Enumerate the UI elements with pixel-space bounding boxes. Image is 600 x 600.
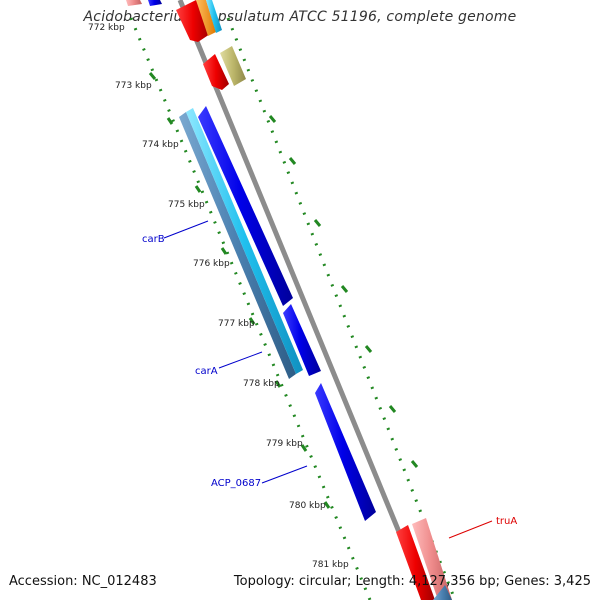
gene-pink-truA[interactable] [412,518,452,600]
scale-tick: 774 kbp [142,140,179,150]
gene-blue-top[interactable] [148,0,162,6]
gene-orange-top[interactable] [196,0,216,36]
genome-stats: Topology: circular; Length: 4,127,356 bp… [233,574,591,589]
gene-red-truA[interactable] [396,525,435,600]
gene-cyan-top[interactable] [206,0,222,33]
scale-tick-partial: 772 kbp [88,23,125,33]
gene-steel-bottom[interactable] [433,585,452,600]
scale-tick: 780 kbp [289,501,326,511]
gene-pink-top[interactable] [126,0,142,6]
gene-blue-carB[interactable] [198,106,293,306]
gene-cyan-carB[interactable] [186,108,303,374]
scale-tick: 775 kbp [168,200,205,210]
gene-label-carA[interactable]: carA [195,366,218,377]
gene-red-1[interactable] [203,54,229,90]
gene-labels: carB carA ACP_0687 truA [142,234,517,527]
scale-tick: 776 kbp [193,259,230,269]
gene-label-carB[interactable]: carB [142,234,165,245]
gene-features [126,0,452,600]
gc-content-track-outer [129,17,372,600]
scale-ticks: 772 kbp 773 kbp 774 kbp 775 kbp 776 kbp … [88,23,349,570]
gc-skew-marks [148,72,419,509]
gene-olive-1[interactable] [220,46,246,86]
scale-tick: 773 kbp [115,81,152,91]
gene-steel-carB[interactable] [179,112,296,379]
genome-backbone [177,0,430,600]
scale-tick: 781 kbp [312,560,349,570]
gene-blue-carA[interactable] [283,304,321,376]
gene-red-top[interactable] [176,0,210,42]
scale-tick: 777 kbp [218,319,255,329]
gene-label-ACP_0687[interactable]: ACP_0687 [211,478,261,489]
scale-tick: 778 kbp [243,379,280,389]
gene-label-truA[interactable]: truA [496,516,517,527]
scale-tick: 779 kbp [266,439,303,449]
gene-blue-ACP0687[interactable] [315,383,376,521]
accession-text: Accession: NC_012483 [9,574,157,589]
label-leaders [163,220,493,539]
